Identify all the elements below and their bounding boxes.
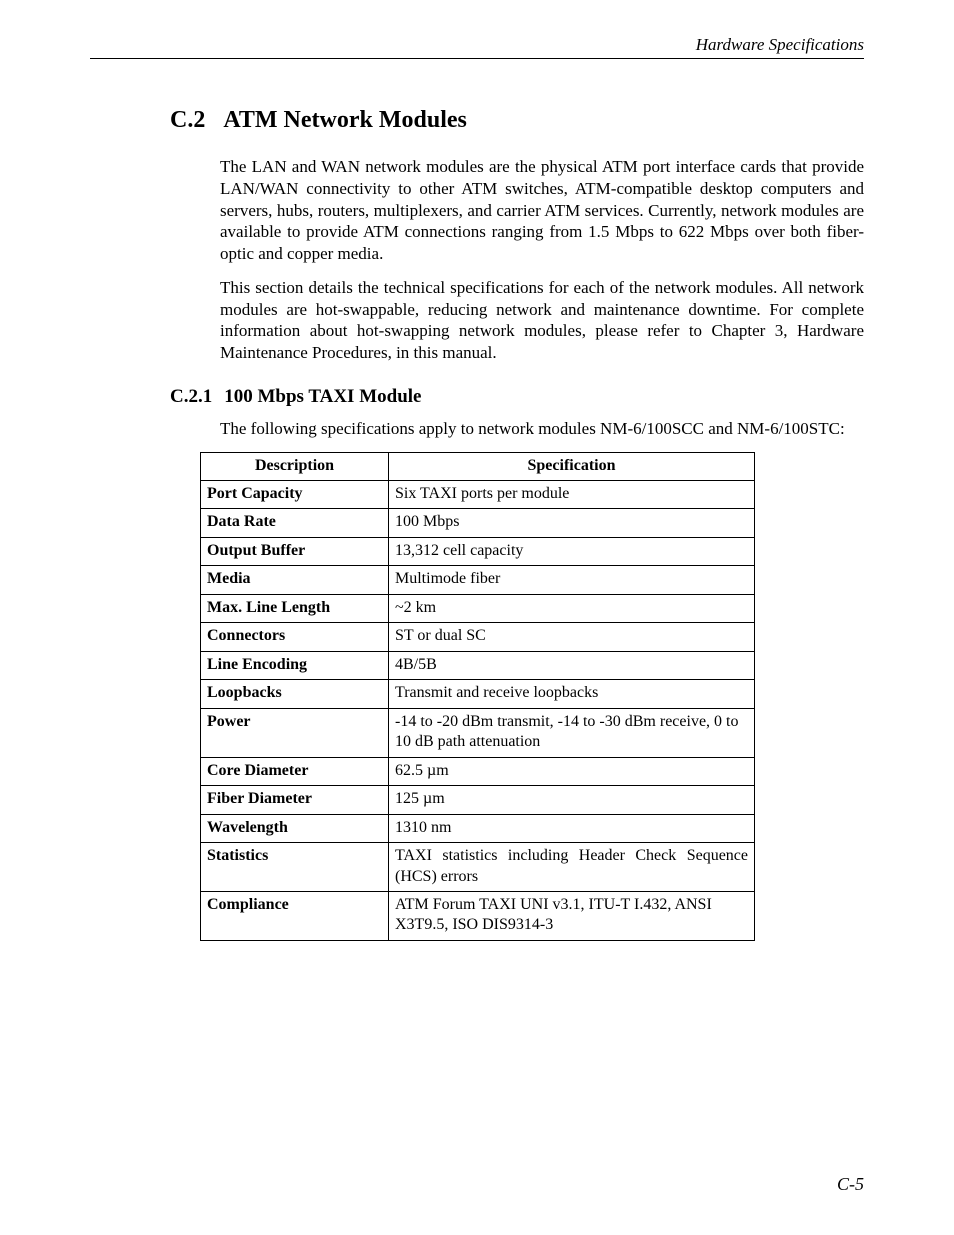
table-cell-specification: 4B/5B <box>389 651 755 679</box>
table-cell-specification: ST or dual SC <box>389 623 755 651</box>
table-cell-specification: ~2 km <box>389 594 755 622</box>
section-paragraph: The LAN and WAN network modules are the … <box>220 156 864 265</box>
table-cell-description: Statistics <box>201 843 389 892</box>
table-cell-specification: 125 µm <box>389 786 755 814</box>
table-cell-specification: Transmit and receive loopbacks <box>389 680 755 708</box>
table-cell-specification: 62.5 µm <box>389 757 755 785</box>
table-cell-description: Port Capacity <box>201 480 389 508</box>
table-row: StatisticsTAXI statistics including Head… <box>201 843 755 892</box>
table-row: Fiber Diameter125 µm <box>201 786 755 814</box>
table-row: Data Rate100 Mbps <box>201 509 755 537</box>
table-cell-description: Power <box>201 708 389 757</box>
section-title: ATM Network Modules <box>223 107 467 133</box>
subsection-body: The following specifications apply to ne… <box>220 418 864 440</box>
table-header-row: Description Specification <box>201 452 755 480</box>
table-cell-description: Core Diameter <box>201 757 389 785</box>
table-cell-specification: 13,312 cell capacity <box>389 537 755 565</box>
section-number: C.2 <box>170 107 205 133</box>
table-row: Power-14 to -20 dBm transmit, -14 to -30… <box>201 708 755 757</box>
table-row: Line Encoding4B/5B <box>201 651 755 679</box>
section-paragraph: This section details the technical speci… <box>220 277 864 364</box>
subsection-heading: C.2.1 100 Mbps TAXI Module <box>170 386 864 408</box>
table-cell-specification: Multimode fiber <box>389 566 755 594</box>
table-cell-specification: ATM Forum TAXI UNI v3.1, ITU-T I.432, AN… <box>389 892 755 941</box>
table-cell-description: Output Buffer <box>201 537 389 565</box>
spec-table: Description Specification Port CapacityS… <box>200 452 755 941</box>
table-cell-description: Compliance <box>201 892 389 941</box>
table-row: Wavelength1310 nm <box>201 814 755 842</box>
table-cell-specification: 100 Mbps <box>389 509 755 537</box>
table-cell-description: Media <box>201 566 389 594</box>
table-row: Max. Line Length~2 km <box>201 594 755 622</box>
running-head: Hardware Specifications <box>90 35 864 59</box>
table-cell-specification: Six TAXI ports per module <box>389 480 755 508</box>
table-row: Output Buffer13,312 cell capacity <box>201 537 755 565</box>
table-row: Port CapacitySix TAXI ports per module <box>201 480 755 508</box>
table-cell-specification: -14 to -20 dBm transmit, -14 to -30 dBm … <box>389 708 755 757</box>
table-cell-specification: TAXI statistics including Header Check S… <box>389 843 755 892</box>
table-row: Core Diameter62.5 µm <box>201 757 755 785</box>
table-cell-description: Loopbacks <box>201 680 389 708</box>
table-row: ConnectorsST or dual SC <box>201 623 755 651</box>
subsection-title: 100 Mbps TAXI Module <box>224 386 421 407</box>
table-header-specification: Specification <box>389 452 755 480</box>
table-row: MediaMultimode fiber <box>201 566 755 594</box>
table-header-description: Description <box>201 452 389 480</box>
table-row: LoopbacksTransmit and receive loopbacks <box>201 680 755 708</box>
table-cell-description: Data Rate <box>201 509 389 537</box>
section-body: The LAN and WAN network modules are the … <box>220 156 864 364</box>
table-cell-description: Wavelength <box>201 814 389 842</box>
section-heading: C.2 ATM Network Modules <box>170 107 864 134</box>
subsection-number: C.2.1 <box>170 386 212 407</box>
subsection-intro: The following specifications apply to ne… <box>220 418 864 440</box>
page-number: C-5 <box>837 1174 864 1195</box>
table-cell-description: Fiber Diameter <box>201 786 389 814</box>
table-cell-specification: 1310 nm <box>389 814 755 842</box>
table-cell-description: Connectors <box>201 623 389 651</box>
table-cell-description: Max. Line Length <box>201 594 389 622</box>
table-cell-description: Line Encoding <box>201 651 389 679</box>
table-row: ComplianceATM Forum TAXI UNI v3.1, ITU-T… <box>201 892 755 941</box>
page: Hardware Specifications C.2 ATM Network M… <box>0 0 954 1235</box>
